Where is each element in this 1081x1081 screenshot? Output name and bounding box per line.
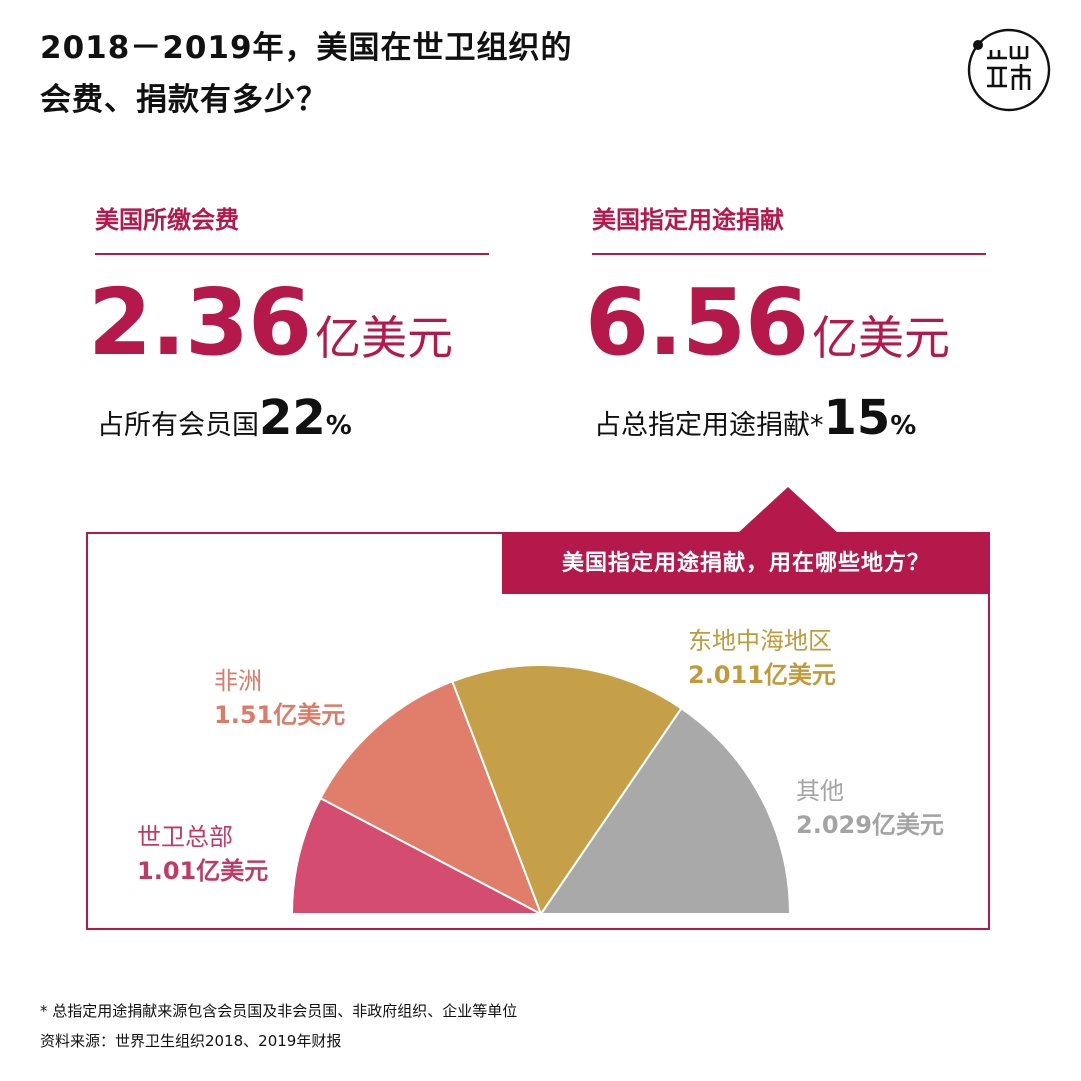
earmarked-share-value: 15 <box>823 390 891 446</box>
slice-label-hq: 世卫总部 1.01亿美元 <box>137 820 268 888</box>
earmarked-amount: 6.56亿美元 <box>585 277 950 394</box>
dues-amount-value: 2.36 <box>88 269 312 376</box>
dues-share-label: 占所有会员国 <box>97 410 259 441</box>
dues-heading: 美国所缴会费 <box>95 206 239 234</box>
slice-emr <box>451 664 683 917</box>
earmarked-share-label: 占总指定用途捐献* <box>594 410 824 441</box>
title-line-1: 2018－2019年，美国在世卫组织的 <box>40 30 573 66</box>
earmarked-heading: 美国指定用途捐献 <box>592 206 784 234</box>
slice-name-africa: 非洲 <box>214 667 262 695</box>
title-line-2: 会费、捐款有多少？ <box>40 82 328 118</box>
slice-value-emr: 2.011亿美元 <box>688 661 836 689</box>
dues-amount: 2.36亿美元 <box>88 277 453 394</box>
dues-share-value: 22 <box>259 390 326 446</box>
slice-label-other: 其他 2.029亿美元 <box>796 774 944 842</box>
logo-icon <box>967 28 1051 112</box>
slice-name-emr: 东地中海地区 <box>688 627 832 655</box>
footnote: * 总指定用途捐献来源包含会员国及非会员国、非政府组织、企业等单位 <box>40 1002 518 1020</box>
dues-share-sign: % <box>325 411 352 441</box>
earmarked-share: 占总指定用途捐献*15% <box>594 390 916 457</box>
earmarked-amount-value: 6.56 <box>585 269 809 376</box>
pointer-triangle <box>738 487 838 533</box>
slice-value-hq: 1.01亿美元 <box>137 857 269 885</box>
slice-africa <box>319 680 543 917</box>
chart-banner: 美国指定用途捐献，用在哪些地方？ <box>502 533 990 594</box>
slice-hq <box>290 796 542 915</box>
slice-value-africa: 1.51亿美元 <box>214 701 346 729</box>
slice-other <box>539 706 792 915</box>
dues-share: 占所有会员国22% <box>97 390 352 457</box>
page-title: 2018－2019年，美国在世卫组织的 会费、捐款有多少？ <box>40 22 800 126</box>
earmarked-amount-unit: 亿美元 <box>812 311 950 365</box>
slice-label-emr: 东地中海地区 2.011亿美元 <box>688 624 836 692</box>
earmarked-share-sign: % <box>890 411 917 441</box>
source-note: 资料来源：世界卫生组织2018、2019年财报 <box>40 1032 342 1050</box>
dues-amount-unit: 亿美元 <box>315 311 453 365</box>
slice-name-hq: 世卫总部 <box>137 823 233 851</box>
slice-name-other: 其他 <box>796 777 844 805</box>
dues-divider <box>95 253 489 255</box>
slice-value-other: 2.029亿美元 <box>796 811 944 839</box>
slice-label-africa: 非洲 1.51亿美元 <box>214 664 345 732</box>
earmarked-divider <box>592 253 986 255</box>
